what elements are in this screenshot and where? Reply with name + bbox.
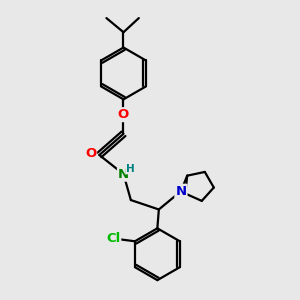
Text: O: O xyxy=(85,147,96,160)
Text: N: N xyxy=(176,185,187,198)
Text: O: O xyxy=(118,108,129,121)
Text: Cl: Cl xyxy=(106,232,120,245)
Text: N: N xyxy=(118,168,129,181)
Text: H: H xyxy=(126,164,135,174)
